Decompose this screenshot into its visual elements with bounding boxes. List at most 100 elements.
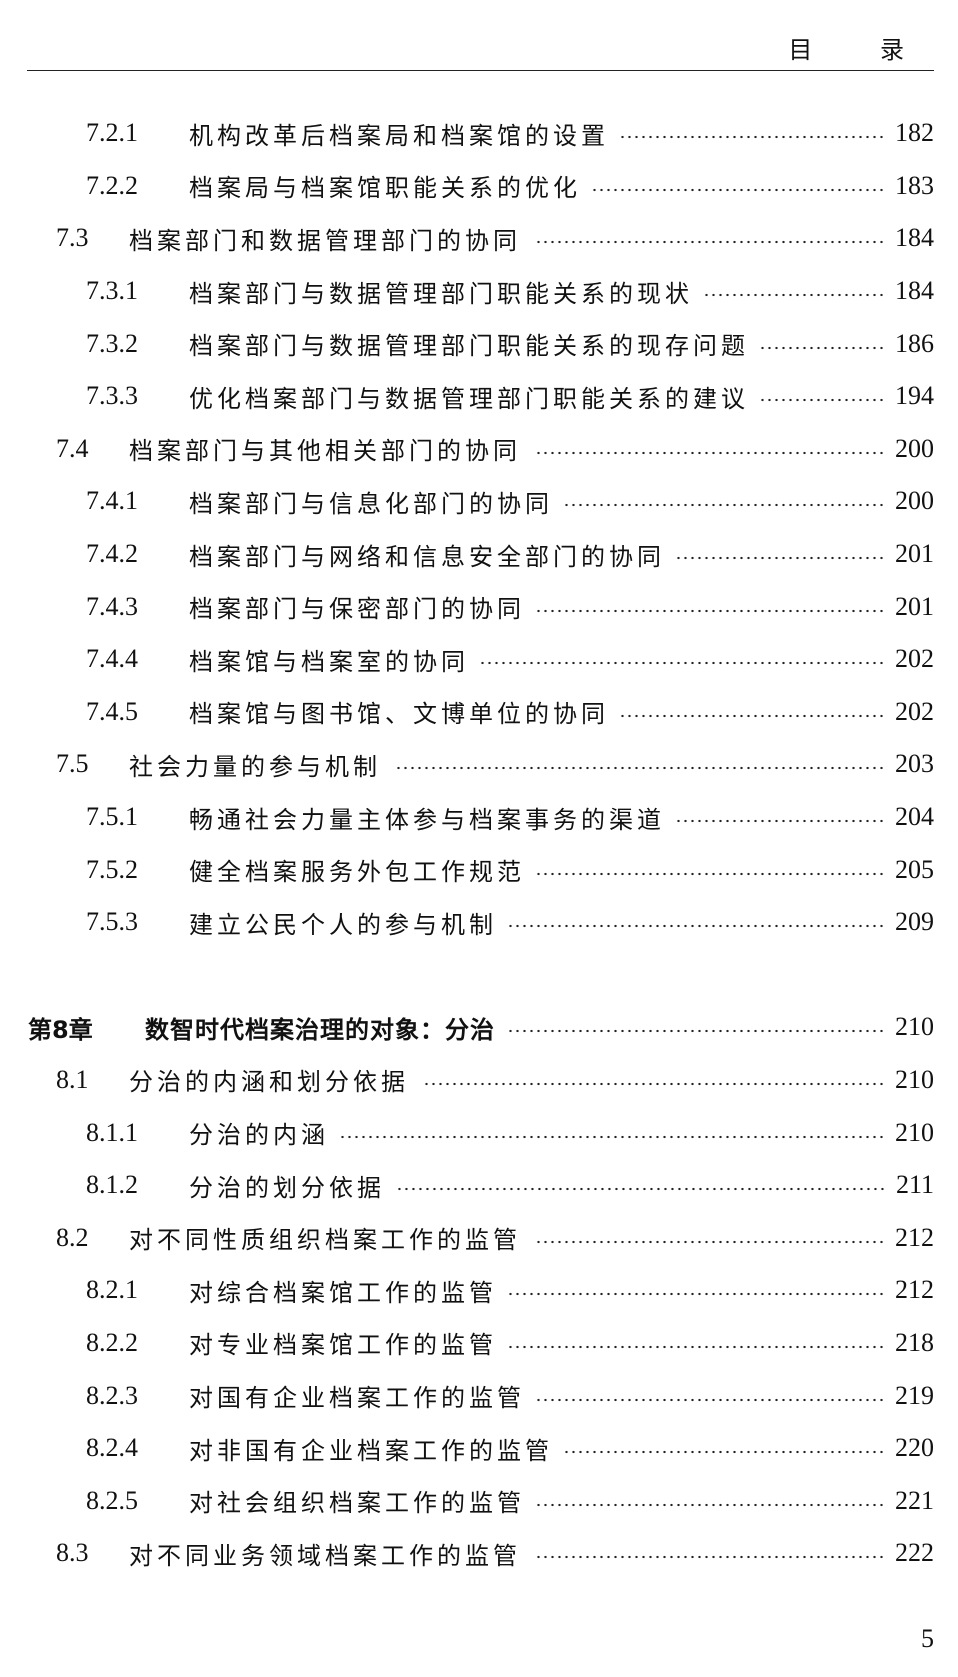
entry-number: 7.3.1 xyxy=(86,276,138,306)
toc-entry[interactable]: 8.1.1 分治的内涵 210 xyxy=(0,1106,958,1159)
entry-title: 对非国有企业档案工作的监管 xyxy=(189,1436,553,1465)
toc-entry[interactable]: 8.2.5 对社会组织档案工作的监管 221 xyxy=(0,1474,958,1527)
entry-page: 202 xyxy=(895,644,934,674)
entry-title: 档案部门与数据管理部门职能关系的现存问题 xyxy=(189,332,749,361)
toc-entry[interactable]: 8.2.4 对非国有企业档案工作的监管 220 xyxy=(0,1422,958,1475)
entry-number: 7.3.3 xyxy=(86,381,138,411)
toc-entry[interactable]: 7.4.3 档案部门与保密部门的协同 201 xyxy=(0,580,958,633)
toc-entry[interactable]: 8.2 对不同性质组织档案工作的监管 212 xyxy=(0,1211,958,1264)
entry-page: 204 xyxy=(895,802,934,832)
entry-page: 212 xyxy=(895,1275,934,1305)
dot-leader xyxy=(509,1292,885,1297)
entry-title: 数智时代档案治理的对象：分治 xyxy=(145,1015,495,1044)
toc-chapter[interactable]: 第8章 数智时代档案治理的对象：分治 210 xyxy=(0,1001,958,1054)
entry-page: 194 xyxy=(895,381,934,411)
entry-page: 211 xyxy=(895,1170,934,1200)
entry-page: 203 xyxy=(895,749,934,779)
entry-title: 对不同性质组织档案工作的监管 xyxy=(129,1226,521,1255)
toc-entry[interactable]: 7.2.2 档案局与档案馆职能关系的优化 183 xyxy=(0,160,958,213)
toc-entry[interactable]: 7.4 档案部门与其他相关部门的协同 200 xyxy=(0,423,958,476)
toc-entry[interactable]: 7.4.4 档案馆与档案室的协同 202 xyxy=(0,633,958,686)
entry-page: 201 xyxy=(895,591,934,621)
entry-number: 7.4.1 xyxy=(86,486,138,516)
dot-leader xyxy=(761,345,885,350)
entry-title: 档案部门与其他相关部门的协同 xyxy=(129,437,521,466)
entry-number: 7.3 xyxy=(56,223,89,253)
entry-number: 7.4 xyxy=(56,433,89,463)
entry-number: 7.5 xyxy=(56,749,89,779)
entry-number: 8.2.1 xyxy=(86,1275,138,1305)
toc-entry[interactable]: 7.5 社会力量的参与机制 203 xyxy=(0,738,958,791)
toc-entry[interactable]: 7.3.2 档案部门与数据管理部门职能关系的现存问题 186 xyxy=(0,317,958,370)
dot-leader xyxy=(509,1344,885,1349)
dot-leader xyxy=(509,924,885,929)
toc-entry[interactable]: 7.5.1 畅通社会力量主体参与档案事务的渠道 204 xyxy=(0,791,958,844)
entry-title: 建立公民个人的参与机制 xyxy=(189,910,497,939)
toc-entry[interactable]: 7.3 档案部门和数据管理部门的协同 184 xyxy=(0,212,958,265)
running-header: 目 录 xyxy=(788,36,934,64)
toc-entry[interactable]: 7.4.2 档案部门与网络和信息安全部门的协同 201 xyxy=(0,528,958,581)
toc-entry[interactable]: 8.2.1 对综合档案馆工作的监管 212 xyxy=(0,1264,958,1317)
toc-entry[interactable]: 7.5.2 健全档案服务外包工作规范 205 xyxy=(0,843,958,896)
dot-leader xyxy=(565,1450,885,1455)
page-number: 5 xyxy=(921,1624,934,1653)
dot-leader xyxy=(621,713,885,718)
entry-title: 健全档案服务外包工作规范 xyxy=(189,858,525,887)
toc-entry[interactable]: 7.5.3 建立公民个人的参与机制 209 xyxy=(0,896,958,949)
dot-leader xyxy=(677,556,885,561)
entry-number: 8.1.2 xyxy=(86,1170,138,1200)
entry-title: 优化档案部门与数据管理部门职能关系的建议 xyxy=(189,384,749,413)
entry-title: 对综合档案馆工作的监管 xyxy=(189,1278,497,1307)
entry-page: 186 xyxy=(895,328,934,358)
entry-page: 220 xyxy=(895,1433,934,1463)
entry-title: 档案部门与网络和信息安全部门的协同 xyxy=(189,542,665,571)
entry-page: 202 xyxy=(895,696,934,726)
dot-leader xyxy=(397,1187,886,1192)
entry-title: 档案局与档案馆职能关系的优化 xyxy=(189,174,581,203)
toc-entry[interactable]: 7.2.1 机构改革后档案局和档案馆的设置 182 xyxy=(0,107,958,160)
dot-leader xyxy=(537,1397,885,1402)
entry-number: 8.2 xyxy=(56,1222,89,1252)
entry-title: 对不同业务领域档案工作的监管 xyxy=(129,1541,521,1570)
toc-entry[interactable]: 8.1 分治的内涵和划分依据 210 xyxy=(0,1054,958,1107)
entry-title: 档案馆与档案室的协同 xyxy=(189,647,469,676)
entry-title: 档案馆与图书馆、文博单位的协同 xyxy=(189,700,609,729)
dot-leader xyxy=(533,1555,885,1560)
toc-entry[interactable]: 7.3.1 档案部门与数据管理部门职能关系的现状 184 xyxy=(0,265,958,318)
entry-number: 8.2.4 xyxy=(86,1433,138,1463)
entry-number: 第8章 xyxy=(28,1015,93,1044)
toc-entry[interactable]: 7.3.3 优化档案部门与数据管理部门职能关系的建议 194 xyxy=(0,370,958,423)
dot-leader xyxy=(421,1081,885,1086)
entry-number: 7.2.2 xyxy=(86,170,138,200)
entry-number: 7.4.4 xyxy=(86,644,138,674)
entry-number: 8.2.5 xyxy=(86,1485,138,1515)
dot-leader xyxy=(507,1029,885,1034)
dot-leader xyxy=(481,661,885,666)
dot-leader xyxy=(533,450,885,455)
entry-page: 200 xyxy=(895,486,934,516)
dot-leader xyxy=(761,398,885,403)
entry-page: 200 xyxy=(895,433,934,463)
entry-page: 182 xyxy=(895,118,934,148)
toc-entry[interactable]: 7.4.1 档案部门与信息化部门的协同 200 xyxy=(0,475,958,528)
dot-leader xyxy=(537,1502,885,1507)
toc-entry[interactable]: 8.2.3 对国有企业档案工作的监管 219 xyxy=(0,1369,958,1422)
entry-page: 201 xyxy=(895,539,934,569)
dot-leader xyxy=(565,503,885,508)
toc-entry[interactable]: 8.1.2 分治的划分依据 211 xyxy=(0,1159,958,1212)
spacer xyxy=(0,949,958,1002)
toc-entry[interactable]: 8.2.2 对专业档案馆工作的监管 218 xyxy=(0,1317,958,1370)
entry-title: 分治的内涵和划分依据 xyxy=(129,1068,409,1097)
entry-title: 档案部门与数据管理部门职能关系的现状 xyxy=(189,279,693,308)
toc-entry[interactable]: 7.4.5 档案馆与图书馆、文博单位的协同 202 xyxy=(0,686,958,739)
entry-title: 分治的内涵 xyxy=(189,1121,329,1150)
dot-leader xyxy=(341,1134,885,1139)
entry-title: 档案部门和数据管理部门的协同 xyxy=(129,226,521,255)
dot-leader xyxy=(533,240,885,245)
entry-title: 分治的划分依据 xyxy=(189,1173,385,1202)
entry-title: 对专业档案馆工作的监管 xyxy=(189,1331,497,1360)
dot-leader xyxy=(537,871,885,876)
entry-title: 机构改革后档案局和档案馆的设置 xyxy=(189,121,609,150)
toc-entry[interactable]: 8.3 对不同业务领域档案工作的监管 222 xyxy=(0,1527,958,1580)
entry-number: 8.1 xyxy=(56,1064,89,1094)
